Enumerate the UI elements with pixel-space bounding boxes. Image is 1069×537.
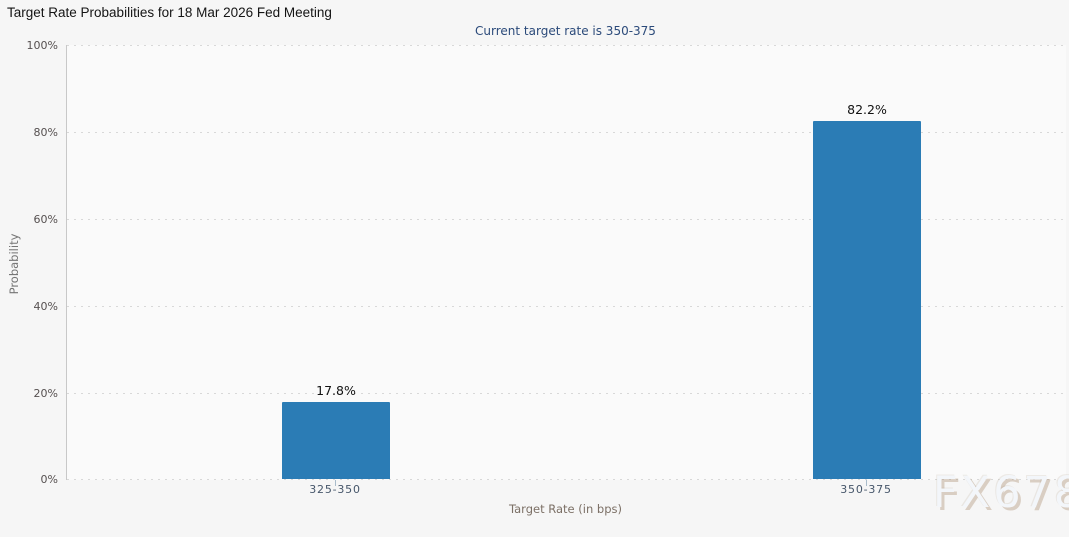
y-tick-label-0: 0%: [40, 473, 58, 486]
chart-subtitle: Current target rate is 350-375: [475, 24, 656, 38]
y-tick-label-80: 80%: [33, 126, 58, 139]
bar-325-350[interactable]: [282, 401, 390, 479]
bar-value-label-350-375: 82.2%: [847, 102, 887, 118]
y-axis-title: Probability: [7, 233, 21, 295]
x-tick-mark-325-350: [335, 480, 336, 486]
bar-group-325-350: 17.8%: [282, 44, 390, 479]
gridline-0-baseline: [67, 479, 1066, 480]
gridline-80: [67, 132, 1066, 133]
y-tick-label-60: 60%: [33, 213, 58, 226]
y-tick-label-100: 100%: [26, 39, 58, 52]
bar-group-350-375: 82.2%: [813, 44, 921, 479]
y-tick-label-40: 40%: [33, 300, 58, 313]
x-tick-label-350-375: 350-375: [840, 483, 892, 496]
gridline-100: [67, 45, 1066, 46]
y-tick-label-20: 20%: [33, 387, 58, 400]
fx678-watermark: FX678: [933, 468, 1069, 518]
chart-title: Target Rate Probabilities for 18 Mar 202…: [7, 5, 332, 20]
x-tick-label-325-350: 325-350: [309, 483, 361, 496]
bar-value-label-325-350: 17.8%: [316, 382, 356, 398]
gridline-40: [67, 306, 1066, 307]
x-tick-mark-350-375: [866, 480, 867, 486]
x-axis-title: Target Rate (in bps): [509, 502, 622, 516]
bar-350-375[interactable]: [813, 121, 921, 479]
gridline-60: [67, 219, 1066, 220]
plot-area: 17.8% 82.2%: [66, 44, 1066, 486]
gridline-20: [67, 393, 1066, 394]
